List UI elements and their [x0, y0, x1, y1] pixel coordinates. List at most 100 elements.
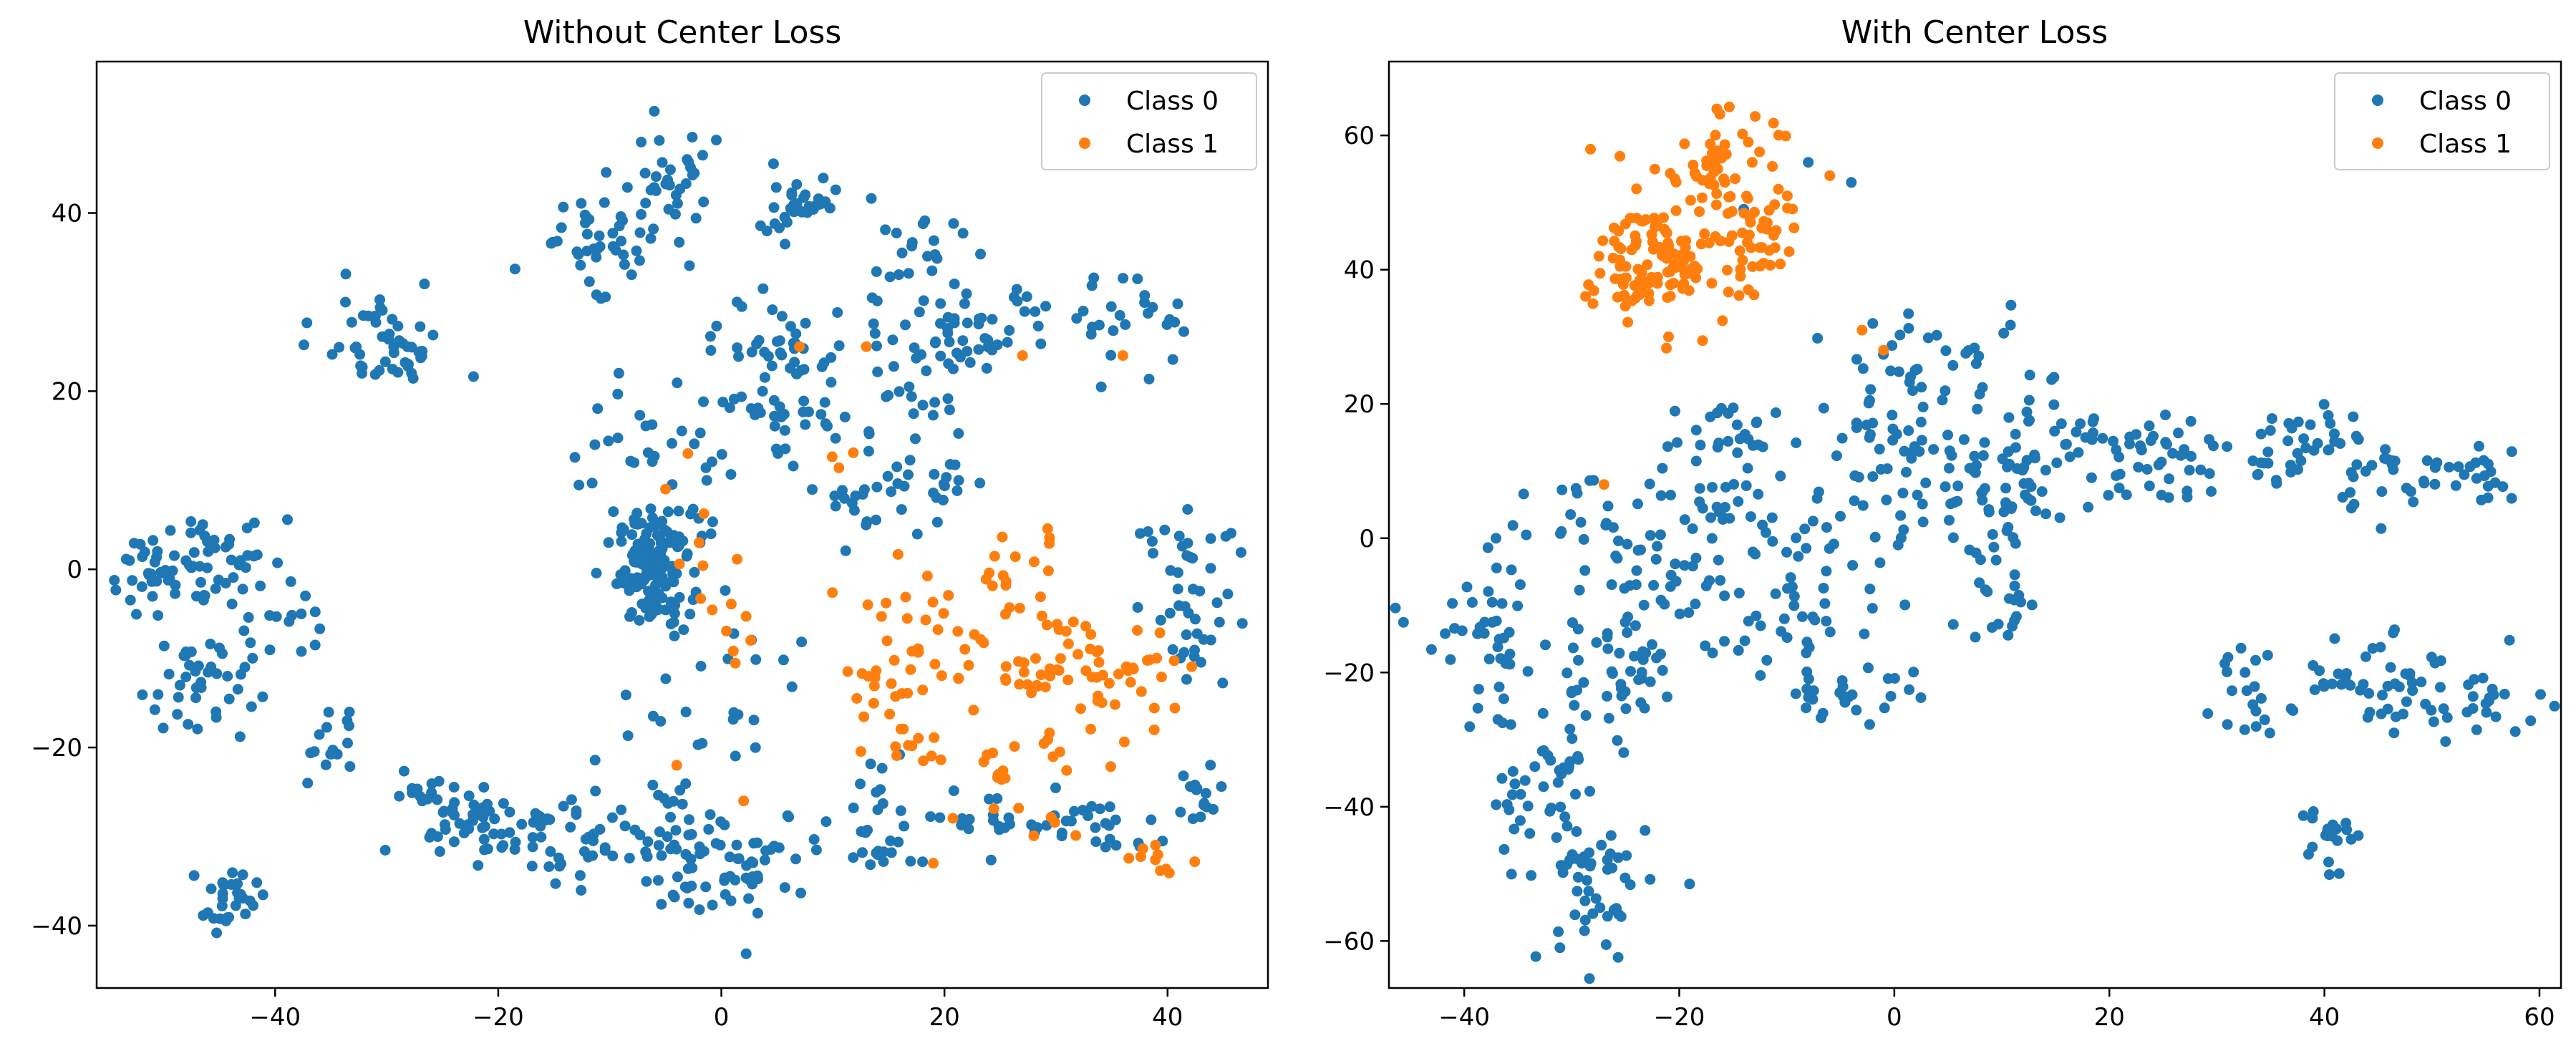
data-point [1773, 183, 1784, 195]
data-point [2262, 446, 2274, 457]
data-point [1028, 830, 1040, 841]
data-point [1235, 547, 1246, 558]
data-point [776, 311, 788, 322]
data-point [992, 339, 1003, 351]
data-point [185, 516, 197, 527]
data-point [1086, 800, 1098, 812]
data-point [284, 616, 295, 627]
y-tick-label: −20 [1323, 659, 1375, 687]
data-point [1809, 614, 1821, 626]
data-point [1678, 278, 1690, 289]
data-point [1567, 733, 1578, 745]
data-point [1881, 494, 1892, 505]
data-point [1150, 840, 1161, 851]
data-point [180, 672, 192, 682]
data-point [645, 233, 657, 244]
data-point [1743, 433, 1754, 445]
data-point [377, 331, 388, 342]
data-point [2471, 473, 2482, 484]
data-point [2401, 696, 2412, 707]
data-point [770, 182, 782, 193]
data-point [684, 609, 696, 620]
data-point [1733, 644, 1744, 656]
data-point [1173, 531, 1185, 542]
data-point [1118, 736, 1130, 747]
data-point [536, 831, 547, 843]
data-point [2227, 685, 2237, 697]
data-point [662, 174, 673, 185]
data-point [488, 828, 500, 840]
data-point [1711, 188, 1723, 199]
data-point [2160, 437, 2171, 448]
data-point [1515, 788, 1526, 800]
data-point [1491, 533, 1501, 544]
data-point [639, 168, 651, 179]
data-point [2360, 651, 2371, 662]
data-point [856, 668, 868, 679]
data-point [2024, 369, 2035, 381]
data-point [671, 760, 682, 771]
data-point [222, 671, 233, 682]
data-point [833, 340, 845, 352]
data-point [2262, 649, 2273, 661]
data-point [504, 827, 515, 838]
data-point [1526, 870, 1537, 881]
data-point [984, 567, 995, 578]
data-point [240, 909, 251, 920]
data-point [550, 878, 561, 889]
data-point [237, 869, 248, 881]
data-point [788, 460, 799, 472]
data-point [1190, 614, 1201, 625]
data-point [757, 386, 768, 397]
data-point [1570, 483, 1582, 494]
data-point [727, 645, 739, 657]
data-point [2111, 444, 2122, 455]
data-point [2010, 538, 2021, 549]
data-point [703, 823, 715, 835]
data-point [865, 758, 876, 770]
data-point [1602, 631, 1613, 643]
data-point [825, 352, 837, 363]
data-point [1593, 251, 1604, 262]
data-point [975, 634, 987, 645]
data-point [1136, 686, 1147, 697]
data-point [190, 591, 202, 602]
data-point [2312, 437, 2323, 449]
data-point [2206, 486, 2217, 497]
data-point [1105, 301, 1117, 312]
data-point [415, 321, 426, 332]
data-point [607, 228, 619, 239]
data-point [900, 591, 911, 603]
data-point [768, 158, 779, 170]
data-point [2307, 813, 2318, 824]
data-point [2240, 667, 2251, 678]
data-point [2509, 726, 2521, 737]
data-point [1699, 228, 1710, 239]
data-point [1839, 691, 1850, 702]
data-point [678, 624, 689, 636]
data-point [226, 599, 238, 610]
data-point [697, 560, 709, 571]
data-point [1137, 843, 1148, 854]
data-point [1559, 811, 1571, 823]
data-point [1717, 315, 1728, 326]
data-point [2323, 856, 2334, 868]
data-point [974, 478, 986, 489]
data-point [807, 484, 818, 495]
data-point [1148, 548, 1158, 559]
legend-marker [2372, 95, 2383, 106]
data-point [475, 808, 486, 820]
data-point [1579, 895, 1591, 906]
data-point [949, 459, 961, 470]
data-point [2350, 430, 2362, 442]
data-point [768, 394, 780, 406]
data-point [1117, 350, 1128, 362]
legend-label: Class 1 [1126, 130, 1219, 159]
data-point [925, 811, 936, 823]
data-point [732, 853, 744, 865]
data-point [417, 795, 428, 807]
data-point [240, 562, 251, 573]
data-point [935, 298, 946, 309]
data-point [224, 533, 236, 545]
